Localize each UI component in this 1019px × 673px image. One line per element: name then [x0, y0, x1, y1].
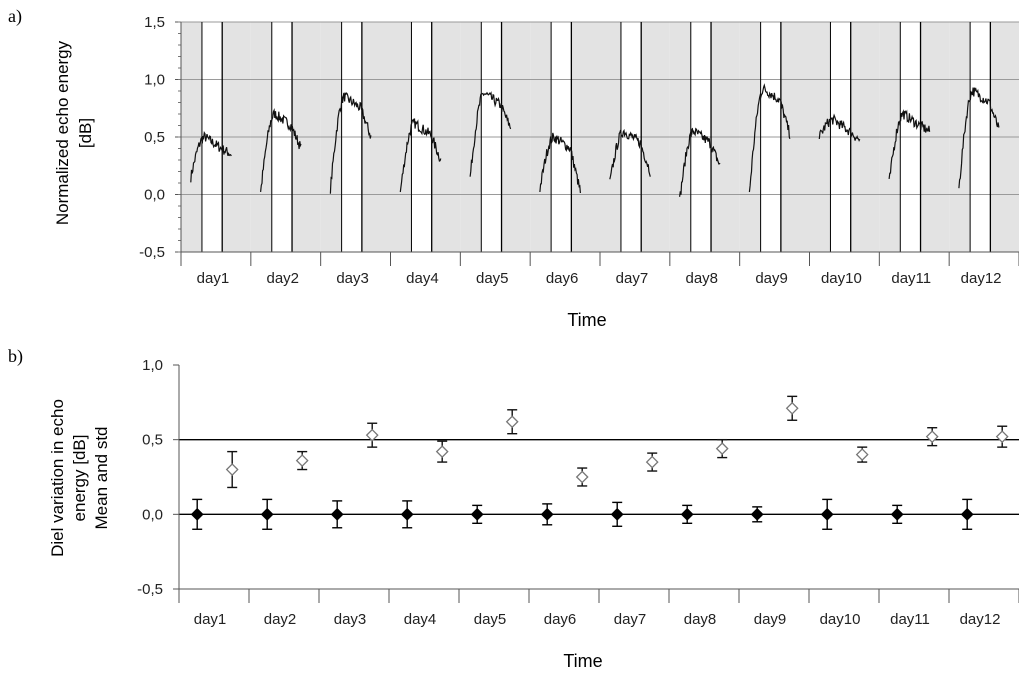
panel-a: a) Normalized echo energy [dB] -0,5 0,0 0,…	[8, 6, 1019, 330]
echo-curve-day10	[818, 113, 861, 142]
echo-curve-day8	[679, 127, 721, 197]
filled-diamond-point	[750, 507, 764, 521]
panel-b-x-tick-labels: day1 day2 day3 day4 day5 day6 day7 day8 day9 day1…	[194, 611, 1001, 628]
filled-diamond-point	[680, 507, 694, 521]
y-tick-label: 1,0	[142, 357, 163, 374]
x-tick-label: day6	[546, 270, 579, 287]
panel-a-axes	[175, 21, 1019, 266]
echo-curve-day11	[888, 109, 931, 179]
panel-a-echo-series	[190, 83, 1000, 197]
open-diamond-point	[855, 448, 869, 462]
x-tick-label: day10	[820, 611, 861, 628]
filled-diamond-point	[190, 507, 204, 521]
echo-curve-day2	[260, 108, 302, 192]
x-tick-label: day10	[821, 270, 862, 287]
filled-diamond-point	[890, 507, 904, 521]
panel-b: b) Diel variation in echo energy [dB] Me…	[8, 346, 1019, 671]
echo-curve-day12	[958, 87, 1000, 189]
x-tick-label: day1	[197, 270, 230, 287]
x-tick-label: day6	[544, 611, 577, 628]
y-tick-label: -0,5	[139, 244, 165, 261]
panel-b-xlabel: Time	[563, 651, 602, 671]
echo-curve-day9	[748, 83, 791, 193]
x-tick-label: day11	[890, 611, 930, 628]
panel-b-letter: b)	[8, 346, 23, 367]
echo-curve-day4	[399, 118, 442, 193]
filled-diamond-point	[540, 507, 554, 521]
x-tick-label: day12	[961, 270, 1002, 287]
filled-diamond-point	[260, 507, 274, 521]
y-tick-label: 1,5	[144, 14, 165, 31]
panel-b-axes	[173, 364, 1019, 603]
panel-a-x-tick-labels: day1 day2 day3 day4 day5 day6 day7 day8 day9 day1…	[197, 270, 1002, 287]
x-tick-label: day3	[336, 270, 369, 287]
open-diamond-point	[505, 415, 519, 429]
open-diamond-point	[995, 430, 1009, 444]
open-diamond-point	[645, 455, 659, 469]
filled-diamond-point	[960, 507, 974, 521]
filled-diamond-point	[610, 507, 624, 521]
x-tick-label: day9	[755, 270, 788, 287]
open-diamond-point	[225, 463, 239, 476]
open-diamond-point	[785, 401, 799, 415]
panel-b-y-tick-labels: -0,5 0,0 0,5 1,0	[137, 357, 163, 598]
x-tick-label: day12	[960, 611, 1001, 628]
x-tick-label: day2	[266, 270, 299, 287]
panel-a-ylabel-line2: [dB]	[76, 118, 95, 148]
x-tick-label: day11	[891, 270, 931, 287]
panel-a-xlabel: Time	[567, 310, 606, 330]
echo-curve-day7	[609, 128, 651, 180]
open-diamond-point	[575, 470, 589, 484]
filled-diamond-point	[330, 507, 344, 521]
panel-b-reference-lines	[179, 439, 1019, 515]
x-tick-label: day5	[474, 611, 507, 628]
x-tick-label: day2	[264, 611, 297, 628]
panel-b-ylabel-line2: energy [dB]	[70, 435, 89, 522]
x-tick-label: day5	[476, 270, 509, 287]
panel-a-ylabel-line1: Normalized echo energy	[53, 40, 72, 225]
open-diamond-point	[365, 428, 379, 442]
open-diamond-point	[715, 442, 729, 456]
filled-diamond-point	[820, 507, 834, 521]
filled-diamond-point	[400, 507, 414, 521]
x-tick-label: day8	[684, 611, 717, 628]
open-diamond-point	[925, 430, 939, 444]
y-tick-label: 0,0	[144, 187, 165, 204]
x-tick-label: day7	[616, 270, 649, 287]
panel-b-ylabel-line1: Diel variation in echo	[48, 399, 67, 557]
panel-a-day-dividers	[201, 22, 992, 252]
panel-a-y-tick-labels: -0,5 0,0 0,5 1,0 1,5	[139, 14, 165, 261]
x-tick-label: day4	[406, 270, 439, 287]
x-tick-label: day1	[194, 611, 227, 628]
y-tick-label: 0,5	[142, 432, 163, 449]
panel-a-letter: a)	[8, 6, 22, 27]
x-tick-label: day8	[685, 270, 718, 287]
panel-b-ylabel-line3: Mean and std	[92, 426, 111, 529]
y-tick-label: -0,5	[137, 581, 163, 598]
x-tick-label: day4	[404, 611, 437, 628]
x-tick-label: day9	[754, 611, 787, 628]
open-diamond-point	[295, 454, 309, 467]
y-tick-label: 0,5	[144, 129, 165, 146]
y-tick-label: 1,0	[144, 72, 165, 89]
x-tick-label: day3	[334, 611, 367, 628]
x-tick-label: day7	[614, 611, 647, 628]
y-tick-label: 0,0	[142, 506, 163, 523]
echo-curve-day6	[539, 132, 581, 194]
echo-curve-day3	[329, 91, 372, 194]
echo-curve-day1	[190, 130, 232, 183]
echo-curve-day5	[469, 91, 512, 177]
panel-b-markers	[190, 395, 1009, 530]
open-diamond-point	[435, 445, 449, 459]
filled-diamond-point	[470, 507, 484, 521]
